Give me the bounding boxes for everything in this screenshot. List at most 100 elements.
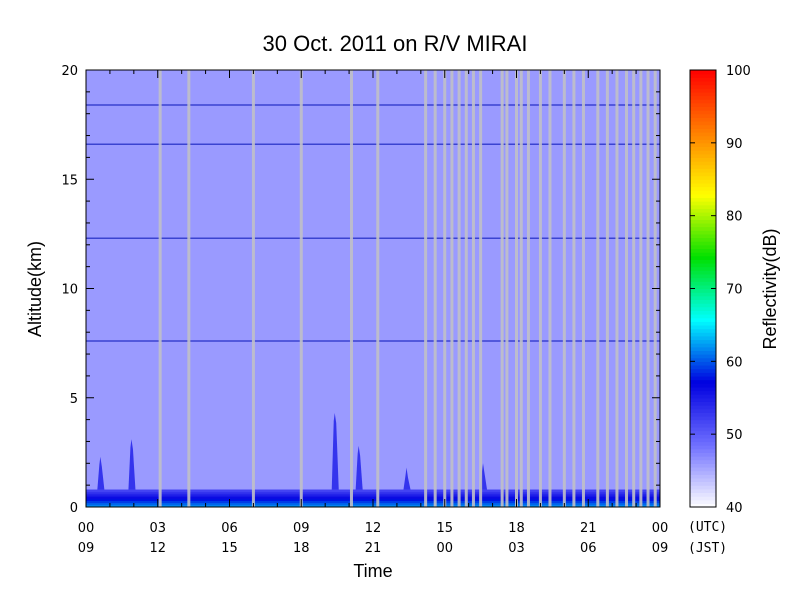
colorbar-segment [690,252,716,257]
colorbar-segment [690,332,716,337]
colorbar-segment [690,248,716,253]
colorbar-segment [690,350,716,355]
colorbar: 40 50 60 70 80 90 100 [689,64,751,516]
data-gap [443,70,447,507]
x-tick-label-jst: 18 [293,541,310,556]
colorbar-tick-label: 60 [726,355,743,370]
colorbar-segment [690,164,716,169]
colorbar-tick-label: 100 [726,64,751,79]
colorbar-segment [690,77,716,82]
colorbar-segment [690,339,716,344]
data-gap [450,70,454,507]
colorbar-segment [690,113,716,118]
data-gap [158,70,162,507]
colorbar-segment [690,124,716,129]
colorbar-segment [690,244,716,250]
colorbar-segment [690,430,716,435]
x-tick-label-jst: 15 [221,541,238,556]
colorbar-segment [690,73,716,78]
data-gap [615,70,619,507]
colorbar-segment [690,106,716,111]
colorbar-segment [690,463,716,468]
colorbar-segment [690,150,716,155]
cloud-spike [403,467,411,490]
colorbar-segment [690,171,716,177]
x-tick-label-jst: 21 [365,541,382,556]
colorbar-segment [690,142,716,148]
colorbar-segment [690,190,716,195]
colorbar-segment [690,186,716,191]
x-tick-label-utc: 00 [78,521,95,536]
colorbar-segment [690,456,716,461]
colorbar-segment [690,117,716,122]
colorbar-segment [690,233,716,239]
y-tick-label: 15 [61,173,78,188]
surface-layer-strip [86,493,660,497]
colorbar-segment [690,419,716,424]
data-gap [605,70,609,507]
y-tick-label: 20 [61,64,78,79]
colorbar-segment [690,146,716,151]
utc-label: (UTC) [688,520,727,535]
colorbar-segment [690,131,716,137]
colorbar-segment [690,448,716,453]
colorbar-tick-label: 40 [726,501,743,516]
data-gap [572,70,576,507]
x-tick-label-jst: 12 [149,541,166,556]
plot-area: 00 09 03 12 06 15 09 18 12 21 15 00 18 03 21 06 00 09 0 5 10… [61,64,668,556]
colorbar-segment [690,426,716,432]
colorbar-segment [690,99,716,104]
y-tick-label: 10 [61,283,78,298]
data-gap [433,70,437,507]
cloud-spike [128,439,136,490]
colorbar-segment [690,354,716,359]
colorbar-segment [690,259,716,264]
colorbar-segment [690,128,716,133]
data-gap [562,70,566,507]
colorbar-segment [690,135,716,140]
cloud-spike [355,445,363,490]
surface-layer-strip [86,489,660,493]
colorbar-segment [690,153,716,158]
data-gap [376,70,380,507]
colorbar-segment [690,230,716,235]
surface-layer-strip [86,491,660,495]
colorbar-segment [690,161,716,166]
colorbar-segment [690,284,716,290]
colorbar-segment [690,408,716,413]
x-tick-label-utc: 15 [436,521,453,536]
colorbar-segment [690,277,716,282]
x-tick-label-jst: 06 [580,541,597,556]
colorbar-tick-label: 70 [726,283,743,298]
colorbar-segment [690,383,716,388]
data-gap [251,70,255,507]
colorbar-segment [690,266,716,271]
colorbar-segment [690,496,716,501]
chart-title: 30 Oct. 2011 on R/V MIRAI [263,31,528,56]
colorbar-segment [690,139,716,144]
colorbar-segment [690,91,716,97]
x-tick-label-jst: 09 [78,541,95,556]
y-tick-label: 0 [70,501,78,516]
colorbar-segment [690,212,716,217]
data-gap [639,70,643,507]
data-gap [424,70,428,507]
colorbar-segment [690,477,716,483]
x-tick-label-jst: 00 [436,541,453,556]
colorbar-segment [690,364,716,370]
x-tick-label-jst: 03 [508,541,525,556]
data-gap [515,70,518,507]
colorbar-segment [690,379,716,384]
x-tick-label-utc: 09 [293,521,310,536]
colorbar-segment [690,157,716,162]
colorbar-segment [690,503,716,508]
colorbar-segment [690,197,716,202]
colorbar-segment [690,84,716,89]
colorbar-segment [690,321,716,326]
colorbar-segment [690,168,716,173]
colorbar-segment [690,459,716,464]
colorbar-segment [690,237,716,242]
colorbar-segment [690,470,716,475]
data-gap [632,70,636,507]
